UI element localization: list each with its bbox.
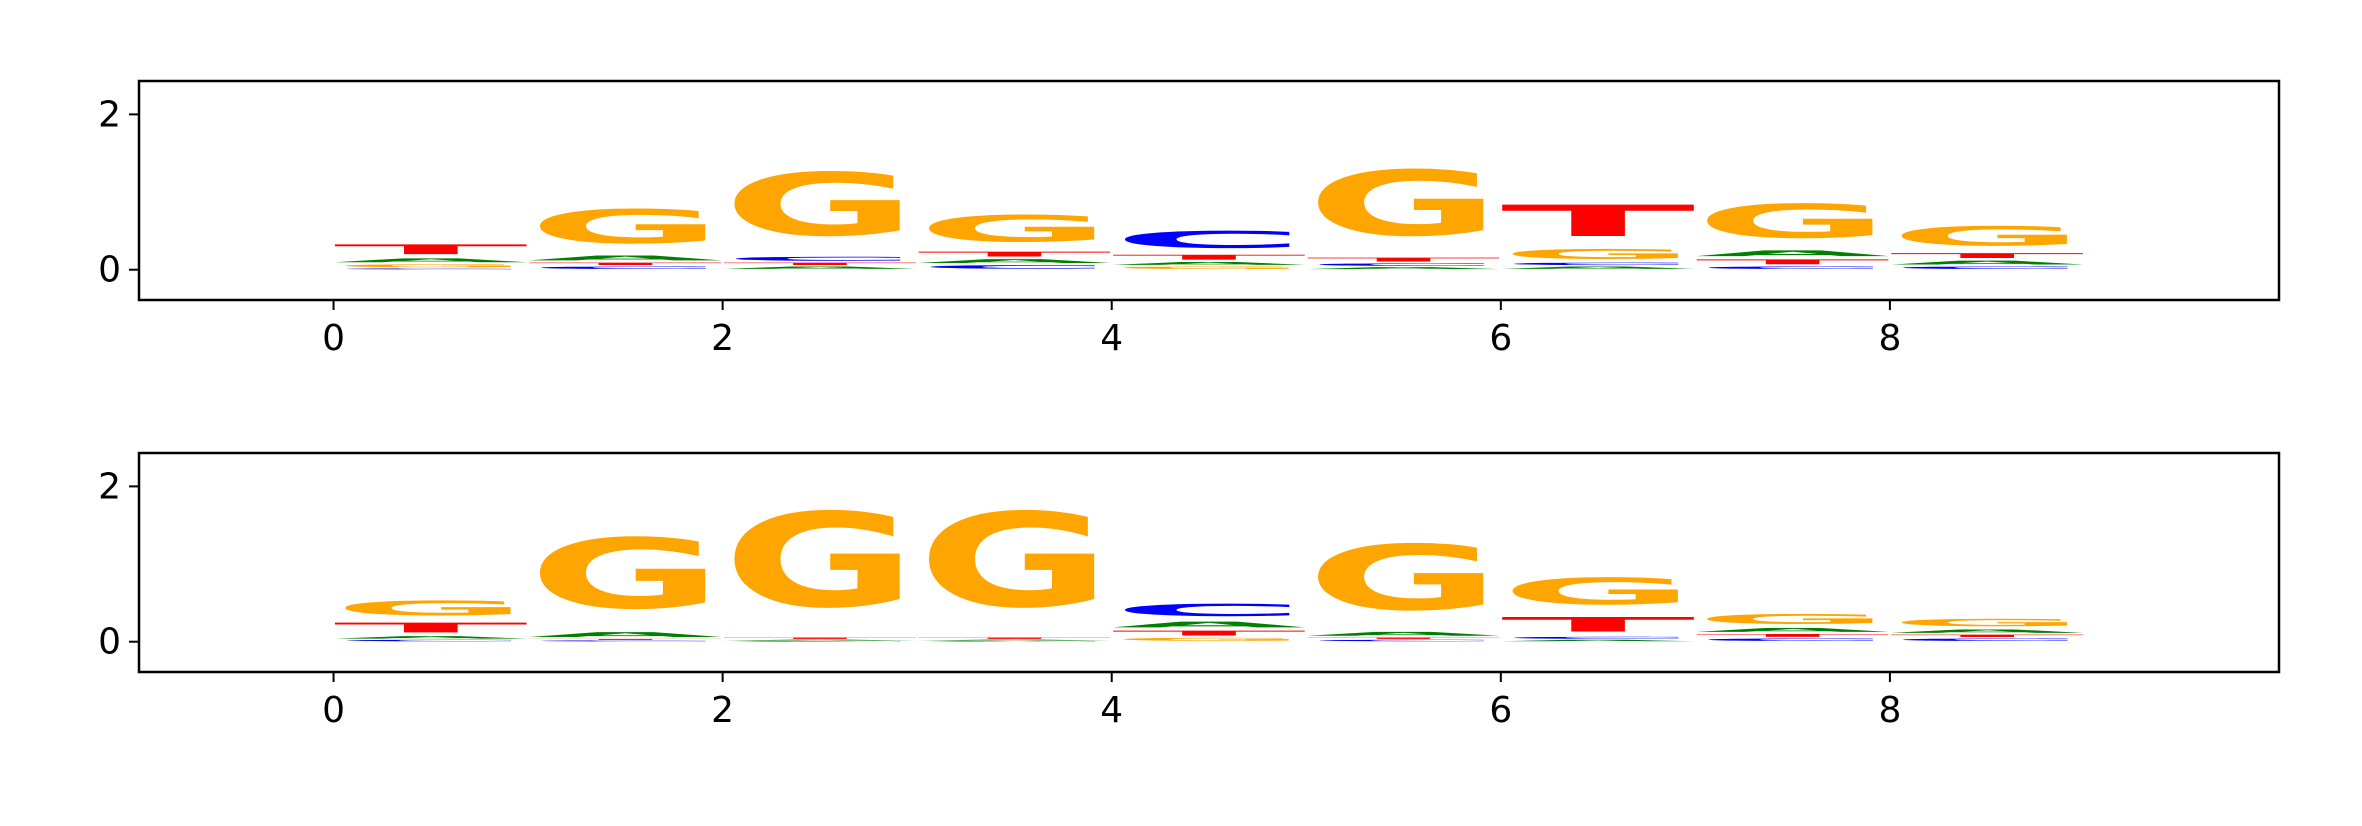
x-tick-label: 8 — [1878, 318, 1901, 359]
logo-letter: G — [1501, 570, 1696, 612]
logo-letter: C — [1112, 226, 1307, 253]
logo-letter: A — [1306, 267, 1501, 270]
x-tick-label: 0 — [322, 690, 345, 731]
x-tick-label: 2 — [711, 318, 734, 359]
logo-letter: C — [1306, 263, 1501, 267]
logo-letter: G — [528, 518, 723, 630]
y-tick-label: 0 — [98, 250, 121, 291]
logo-letter: C — [1890, 638, 2085, 642]
y-tick-label: 2 — [98, 466, 121, 507]
y-tick-label: 2 — [98, 94, 121, 135]
logo-letter: T — [1890, 252, 2085, 260]
logo-letter: A — [1306, 631, 1501, 637]
logo-letter: C — [723, 256, 918, 262]
x-tick-label: 8 — [1878, 690, 1901, 731]
logo-letter: G — [917, 208, 1112, 250]
axes-frame — [137, 451, 2281, 674]
logo-letter: G — [917, 487, 1112, 637]
logo-letter: G — [1695, 195, 1890, 249]
logo-letter: G — [1306, 152, 1500, 256]
logo-letter: T — [1306, 637, 1501, 639]
logo-letter: A — [334, 257, 529, 263]
logo-letter: G — [1501, 246, 1696, 262]
logo-letter: T — [723, 262, 918, 266]
logo-letter: T — [1890, 634, 2085, 638]
logo-letter: C — [1695, 266, 1890, 270]
logo-letter: C — [528, 640, 723, 642]
logo-letter: A — [1501, 639, 1696, 641]
x-tick-label: 6 — [1489, 318, 1512, 359]
logo-letter: T — [334, 242, 529, 257]
logo-letter: G — [334, 597, 529, 620]
logo-letter: T — [1695, 633, 1890, 638]
logo-letter: C — [528, 266, 723, 270]
logo-letter: C — [917, 641, 1112, 642]
logo-letter: C — [723, 641, 918, 642]
logo-letter: G — [1695, 611, 1890, 627]
logo-letter: G — [1890, 221, 2085, 252]
logo-letter: C — [1501, 262, 1696, 266]
logo-letter: A — [917, 258, 1112, 264]
logo-letter: A — [1890, 260, 2085, 266]
logo-letter: T — [1112, 629, 1307, 637]
logo-letter: C — [1501, 636, 1696, 639]
logo-letter: G — [528, 200, 723, 254]
logo-letter: A — [723, 266, 918, 270]
logo-letter: T — [1112, 253, 1307, 261]
axes-frame — [137, 79, 2281, 302]
logo-letter: G — [723, 487, 918, 637]
logo-letter: T — [528, 262, 723, 266]
logo-letter: T — [1501, 613, 1696, 636]
x-tick-label: 0 — [322, 318, 345, 359]
x-tick-label: 4 — [1100, 690, 1123, 731]
logo-letter: T — [334, 620, 529, 635]
logo-letter: T — [1306, 257, 1501, 263]
x-tick-label: 2 — [711, 690, 734, 731]
logo-letter: C — [1112, 601, 1307, 620]
logo-letter: A — [1112, 261, 1306, 266]
logo-letter: T — [917, 250, 1112, 258]
logo-letter: A — [1890, 629, 2085, 634]
logo-letter: A — [1112, 620, 1307, 629]
logo-letter: T — [1501, 196, 1696, 246]
logo-letter: C — [917, 264, 1112, 269]
logo-letter: A — [1501, 266, 1696, 270]
logo-letter: G — [1306, 527, 1500, 631]
logo-letter: T — [528, 639, 723, 641]
x-tick-label: 4 — [1100, 318, 1123, 359]
logo-letter: G — [723, 155, 918, 256]
logo-letter: A — [917, 639, 1111, 641]
logo-letter: C — [1306, 639, 1501, 641]
logo-letter: T — [723, 637, 918, 639]
logo-letter: A — [528, 254, 722, 262]
y-tick-label: 0 — [98, 622, 121, 663]
logo-letter: A — [1695, 249, 1890, 258]
logo-letter: A — [528, 631, 722, 639]
logo-letter: C — [1695, 638, 1890, 642]
logo-letter: C — [334, 268, 529, 270]
logo-letter: G — [1890, 617, 2085, 629]
logo-letter: T — [1695, 258, 1890, 266]
logo-letter: G — [1112, 266, 1307, 270]
logo-letter: C — [334, 639, 529, 641]
logo-letter: C — [1890, 266, 2085, 270]
logo-letter: A — [334, 636, 529, 640]
logo-letter: A — [1695, 627, 1890, 633]
logo-letter: T — [917, 637, 1112, 639]
logo-letter: A — [723, 639, 917, 641]
x-tick-label: 6 — [1489, 690, 1512, 731]
logo-letter: G — [1112, 637, 1307, 642]
logo-letter: G — [334, 263, 529, 268]
